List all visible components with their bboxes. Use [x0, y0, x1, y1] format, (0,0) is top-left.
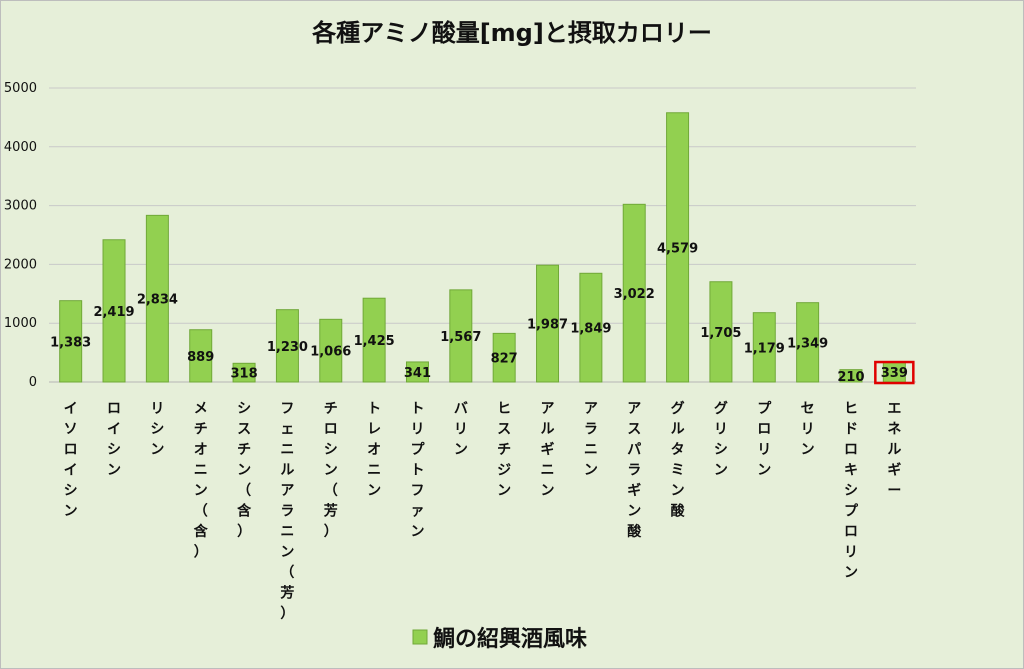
- x-tick-label: トリプトファン: [410, 401, 425, 540]
- y-tick-label: 4000: [4, 140, 37, 155]
- bar: [232, 362, 256, 383]
- data-label: 210: [837, 370, 864, 385]
- bar: [59, 300, 83, 383]
- x-tick-label: エネルギー: [887, 401, 901, 499]
- data-label: 1,705: [700, 326, 741, 341]
- bar: [102, 239, 126, 383]
- x-tick-label: メチオニン（含）: [194, 401, 209, 561]
- highlight-box: [874, 360, 915, 385]
- x-tick-label: チロシン（芳）: [324, 401, 338, 540]
- y-tick-label: 0: [29, 375, 37, 390]
- bar: [492, 332, 516, 383]
- data-label: 1,567: [440, 330, 481, 345]
- data-label: 1,987: [527, 318, 568, 333]
- x-tick-label: アラニン: [584, 401, 598, 479]
- x-tick-label: セリン: [801, 401, 815, 458]
- bar: [189, 329, 213, 383]
- data-label: 3,022: [614, 287, 655, 302]
- data-label: 318: [231, 367, 258, 382]
- data-label: 889: [187, 350, 214, 365]
- y-axis-ticks: 0 1000 2000 3000 4000 5000: [4, 81, 37, 390]
- chart-title: 各種アミノ酸量[mg]と摂取カロリー: [311, 19, 712, 47]
- data-label: 339: [881, 366, 908, 381]
- bar: [405, 361, 429, 383]
- y-tick-label: 3000: [4, 199, 37, 214]
- data-label: 1,383: [50, 335, 91, 350]
- x-axis-labels: イソロイシン ロイシン リシン メチオニン（含） シスチン（含） フェニルアラニン（芳） チ…: [64, 400, 902, 622]
- bar: [709, 281, 733, 383]
- x-tick-label: イソロイシン: [64, 401, 78, 520]
- data-label: 341: [404, 366, 431, 381]
- bar: [839, 369, 863, 383]
- y-tick-label: 1000: [4, 316, 37, 331]
- data-label: 2,419: [93, 305, 134, 320]
- bar: [622, 203, 646, 383]
- legend-label: 鯛の紹興酒風味: [433, 626, 587, 652]
- bar: [752, 312, 776, 383]
- x-tick-label: トレオニン: [367, 401, 381, 499]
- x-tick-label: アスパラギン酸: [627, 401, 642, 540]
- data-label: 1,349: [787, 336, 828, 351]
- data-label: 1,230: [267, 340, 308, 355]
- bar: [536, 264, 560, 383]
- data-label: 1,179: [744, 341, 785, 356]
- x-tick-label: グルタミン酸: [671, 400, 686, 520]
- data-label: 1,066: [310, 345, 351, 360]
- x-tick-label: バリン: [454, 401, 468, 458]
- bar: [145, 214, 169, 383]
- legend: 鯛の紹興酒風味: [412, 626, 587, 652]
- bar: [796, 302, 820, 383]
- bar: [362, 297, 386, 383]
- data-label: 1,849: [570, 322, 611, 337]
- bar: [319, 318, 343, 383]
- bar: [579, 272, 603, 383]
- data-label: 1,425: [354, 334, 395, 349]
- bars: [59, 112, 906, 383]
- x-tick-label: プロリン: [757, 401, 772, 479]
- legend-swatch: [412, 629, 428, 645]
- gridlines: [49, 87, 916, 383]
- data-label: 4,579: [657, 241, 698, 256]
- x-tick-label: ヒスチジン: [497, 401, 511, 499]
- x-tick-label: ヒドロキシプロリン: [844, 401, 859, 581]
- x-tick-label: アルギニン: [541, 401, 555, 499]
- x-tick-label: リシン: [150, 401, 164, 458]
- x-tick-label: フェニルアラニン（芳）: [280, 401, 294, 622]
- x-tick-label: シスチン（含）: [237, 401, 252, 540]
- y-tick-label: 5000: [4, 81, 37, 96]
- data-label: 2,834: [137, 293, 178, 308]
- data-label: 827: [491, 352, 518, 367]
- x-tick-label: ロイシン: [107, 401, 121, 479]
- bar: [666, 112, 690, 383]
- bar: [275, 309, 299, 383]
- bar: [449, 289, 473, 383]
- x-tick-label: グリシン: [714, 400, 728, 479]
- y-tick-label: 2000: [4, 257, 37, 272]
